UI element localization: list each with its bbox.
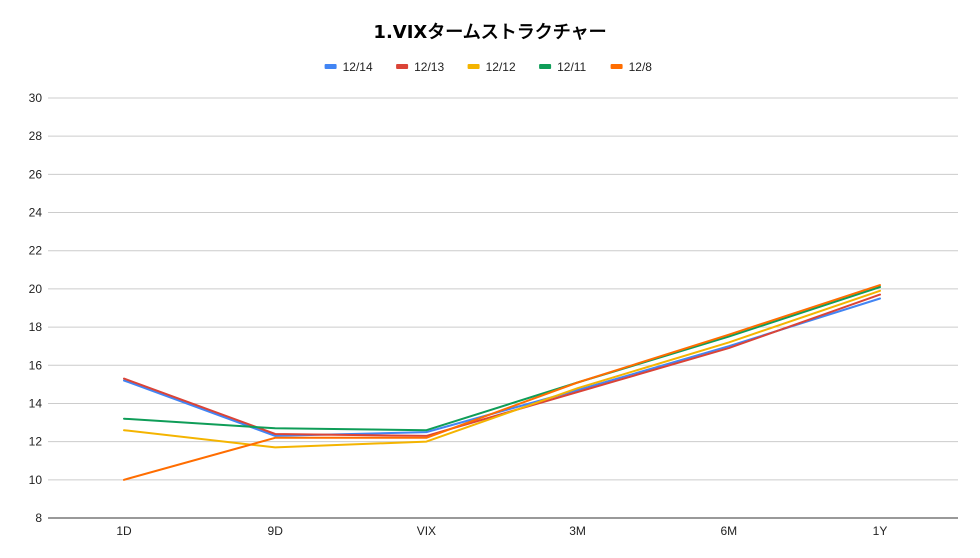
x-tick-label: VIX (417, 524, 436, 538)
y-tick-label: 20 (29, 282, 43, 296)
y-tick-label: 22 (29, 244, 43, 258)
chart-title: 1.VIXタームストラクチャー (373, 22, 606, 43)
grid (48, 97, 958, 481)
x-tick-label: 1D (116, 524, 132, 538)
x-tick-label: 1Y (873, 524, 888, 538)
legend-swatch (396, 64, 409, 69)
y-tick-label: 12 (29, 435, 43, 449)
series-line-12-11 (123, 286, 881, 432)
legend-item[interactable]: 12/11 (539, 60, 587, 74)
legend-label: 12/13 (414, 60, 444, 74)
y-tick-label: 16 (29, 358, 43, 372)
y-tick-label: 14 (29, 396, 43, 410)
y-axis-ticks: 8 10 12 14 16 18 20 22 24 26 28 30 (29, 91, 43, 525)
x-axis-ticks: 1D 9D VIX 3M 6M 1Y (116, 524, 887, 538)
y-tick-label: 26 (29, 167, 43, 181)
series-line-12-8 (123, 284, 881, 481)
y-tick-label: 28 (29, 129, 43, 143)
x-tick-label: 9D (268, 524, 284, 538)
legend-item[interactable]: 12/14 (324, 60, 373, 74)
legend-label: 12/8 (629, 60, 653, 74)
legend-label: 12/14 (343, 60, 373, 74)
legend-swatch (539, 64, 552, 69)
x-tick-label: 3M (569, 524, 586, 538)
series-line-12-12 (123, 289, 881, 449)
y-tick-label: 30 (29, 91, 43, 105)
legend-label: 12/12 (486, 60, 516, 74)
legend-swatch (610, 64, 623, 69)
legend-item[interactable]: 12/13 (396, 60, 444, 74)
legend-swatch (324, 64, 337, 69)
legend-item[interactable]: 12/8 (610, 60, 653, 74)
y-tick-label: 10 (29, 473, 43, 487)
legend: 12/14 12/13 12/12 12/11 12/8 (324, 60, 653, 74)
y-tick-label: 24 (29, 206, 43, 220)
series-group (123, 284, 881, 481)
legend-label: 12/11 (557, 60, 586, 74)
y-tick-label: 8 (35, 511, 42, 525)
y-tick-label: 18 (29, 320, 43, 334)
x-tick-label: 6M (720, 524, 737, 538)
legend-item[interactable]: 12/12 (467, 60, 516, 74)
legend-swatch (467, 64, 480, 69)
